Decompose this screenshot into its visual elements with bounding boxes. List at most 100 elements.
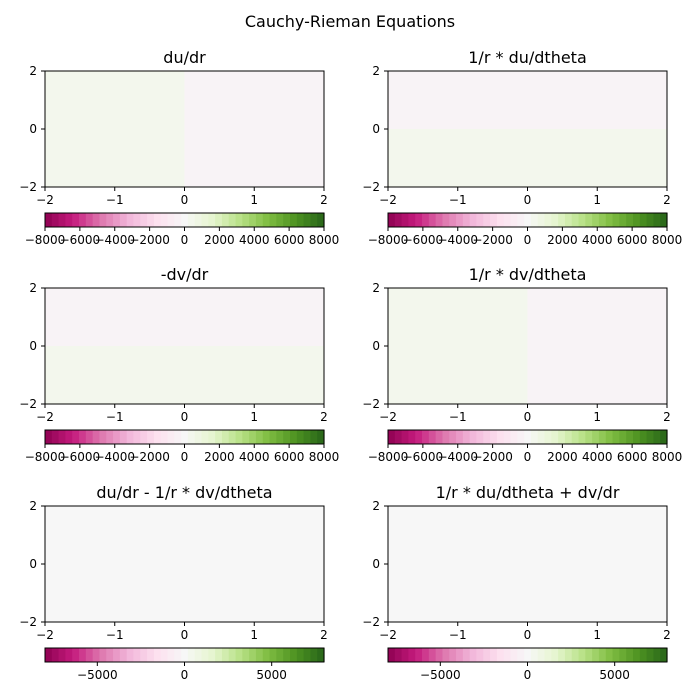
x-tick-label: 1 xyxy=(593,193,601,207)
colorbar-band xyxy=(194,213,203,227)
panel-4: 1/r * dv/dtheta −2 −1 0 1 2 2 0 −2 −8000−6000−400… xyxy=(362,265,682,464)
colorbar-band xyxy=(153,213,162,227)
colorbar-tick-label: 6000 xyxy=(274,233,305,247)
colorbar-band xyxy=(310,213,318,227)
colorbar-band xyxy=(503,430,512,444)
x-tick-label: −1 xyxy=(106,193,124,207)
colorbar-band xyxy=(45,213,53,227)
colorbar: −5000 0 5000 xyxy=(44,647,325,682)
colorbar-band xyxy=(639,648,648,662)
colorbar-band xyxy=(79,213,87,227)
colorbar-band xyxy=(160,213,169,227)
colorbar-band xyxy=(571,648,580,662)
colorbar-band xyxy=(449,648,457,662)
panel-3: -dv/dr −2 −1 0 1 2 2 0 −2 −8000−6000−4000−2000 0 20… xyxy=(19,265,339,464)
y-tick-label: 0 xyxy=(29,122,37,136)
colorbar-band xyxy=(619,213,627,227)
heatmap-region-upper xyxy=(388,71,667,129)
y-tick-label: 2 xyxy=(372,281,380,295)
colorbar-band xyxy=(221,430,230,444)
colorbar-band xyxy=(510,430,518,444)
colorbar-band xyxy=(612,648,620,662)
colorbar-band xyxy=(249,430,257,444)
colorbar-band xyxy=(422,213,430,227)
colorbar-band xyxy=(435,213,444,227)
panel-title: 1/r * du/dtheta xyxy=(468,48,587,67)
colorbar-band xyxy=(45,648,53,662)
colorbar-band xyxy=(269,213,277,227)
colorbar-band xyxy=(106,648,114,662)
colorbar-tick-label: −4000 xyxy=(94,233,135,247)
colorbar-band xyxy=(483,213,491,227)
colorbar-tick-label: −4000 xyxy=(437,233,478,247)
heatmap-region-right xyxy=(184,71,324,187)
colorbar-band xyxy=(289,648,298,662)
colorbar-band xyxy=(174,213,182,227)
colorbar-band xyxy=(317,430,325,444)
colorbar-band xyxy=(119,648,128,662)
colorbar-band xyxy=(153,430,162,444)
colorbar-band xyxy=(660,213,668,227)
colorbar-band xyxy=(208,430,216,444)
colorbar-band xyxy=(289,430,298,444)
colorbar-band xyxy=(235,648,243,662)
y-tick-label: −2 xyxy=(362,397,380,411)
colorbar-band xyxy=(72,430,80,444)
colorbar-band xyxy=(462,648,471,662)
colorbar-band xyxy=(72,648,80,662)
panel-6: 1/r * du/dtheta + dv/dr −2 −1 0 1 2 2 0 −2 −5000 0… xyxy=(362,483,671,682)
colorbar-band xyxy=(585,430,593,444)
colorbar-tick-label: 2000 xyxy=(547,450,578,464)
colorbar-tick-label: −6000 xyxy=(403,233,444,247)
colorbar-band xyxy=(394,213,403,227)
colorbar-band xyxy=(72,213,80,227)
colorbar-band xyxy=(147,213,155,227)
colorbar: −8000−6000−4000−2000 0 2000 4000 6000 8000 xyxy=(25,429,339,464)
heatmap-region-lower xyxy=(388,129,667,187)
colorbar-band xyxy=(394,648,403,662)
colorbar-band xyxy=(605,648,614,662)
colorbar-tick-label: −6000 xyxy=(60,233,101,247)
colorbar-band xyxy=(303,213,311,227)
colorbar-band xyxy=(428,648,437,662)
colorbar-tick-label: 5000 xyxy=(599,668,630,682)
colorbar: −8000−6000−4000−2000 0 2000 4000 6000 8000 xyxy=(368,212,682,247)
colorbar-tick-label: 4000 xyxy=(582,233,613,247)
colorbar-band xyxy=(442,213,450,227)
colorbar-band xyxy=(639,430,648,444)
colorbar-tick-label: −6000 xyxy=(403,450,444,464)
colorbar-band xyxy=(221,648,230,662)
colorbar-band xyxy=(449,430,457,444)
x-tick-label: 1 xyxy=(250,410,258,424)
colorbar-tick-label: 4000 xyxy=(239,450,270,464)
colorbar-band xyxy=(228,213,237,227)
colorbar-band xyxy=(605,430,614,444)
y-tick-label: 2 xyxy=(372,64,380,78)
colorbar-band xyxy=(119,430,128,444)
x-tick-label: −2 xyxy=(36,193,54,207)
panel-1: du/dr −2 −1 0 1 2 2 0 −2 −8000−6000−4000−2000 0 200… xyxy=(19,48,339,247)
colorbar-tick-label: 0 xyxy=(181,450,189,464)
colorbar-band xyxy=(255,430,264,444)
colorbar-band xyxy=(140,648,148,662)
colorbar-band xyxy=(147,430,155,444)
colorbar-band xyxy=(564,648,573,662)
colorbar-band xyxy=(626,430,634,444)
colorbar-band xyxy=(626,648,634,662)
colorbar-band xyxy=(85,430,94,444)
colorbar-band xyxy=(571,430,580,444)
panel-title: du/dr xyxy=(163,48,206,67)
colorbar-band xyxy=(530,648,539,662)
x-tick-label: 2 xyxy=(663,410,671,424)
colorbar-band xyxy=(215,430,223,444)
colorbar-tick-label: −8000 xyxy=(25,233,66,247)
colorbar-band xyxy=(408,430,416,444)
y-tick-label: −2 xyxy=(362,180,380,194)
colorbar-band xyxy=(592,648,600,662)
colorbar-band xyxy=(462,213,471,227)
colorbar-band xyxy=(503,648,512,662)
colorbar-tick-label: −5000 xyxy=(77,668,118,682)
x-tick-label: −1 xyxy=(106,628,124,642)
x-tick-label: −2 xyxy=(379,193,397,207)
